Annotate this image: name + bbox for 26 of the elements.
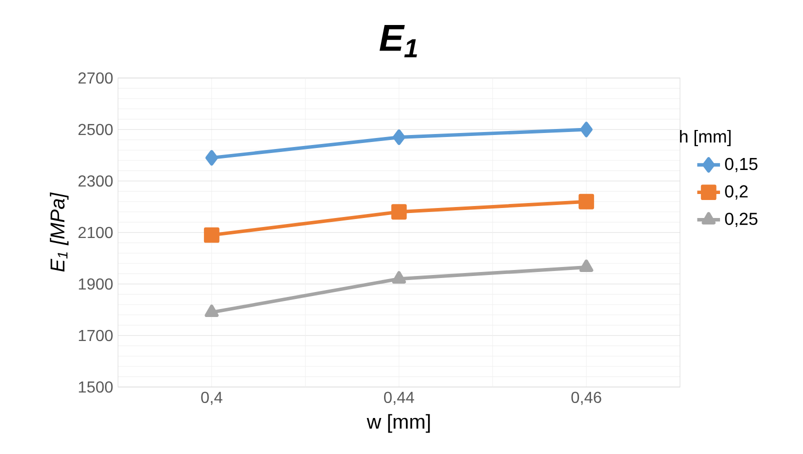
point bbox=[391, 204, 407, 220]
legend-label: 0,25 bbox=[725, 212, 758, 228]
point bbox=[578, 194, 594, 210]
y-tick-label: 2500 bbox=[78, 124, 113, 136]
point bbox=[204, 227, 220, 243]
point bbox=[392, 271, 406, 284]
x-tick-label: 0,4 bbox=[201, 392, 222, 405]
point bbox=[204, 304, 219, 318]
y-tick-label: 1500 bbox=[78, 381, 113, 393]
y-tick-label: 2700 bbox=[78, 72, 113, 84]
legend-title: h [mm] bbox=[680, 130, 731, 146]
legend-label: 0,2 bbox=[725, 185, 748, 200]
x-tick-label: 0,46 bbox=[571, 392, 602, 405]
x-tick-label: 0,44 bbox=[384, 392, 414, 405]
point bbox=[392, 129, 406, 145]
legend-label: 0,15 bbox=[725, 158, 758, 172]
chart-title: E$_{1}$ bbox=[380, 25, 417, 58]
y-tick-label: 1900 bbox=[78, 278, 113, 290]
y-tick-label: 1700 bbox=[78, 330, 113, 342]
point bbox=[205, 150, 218, 166]
y-axis-title: E$_{1}$ [MPa] bbox=[50, 192, 69, 272]
y-tick-label: 2100 bbox=[78, 226, 113, 238]
y-tick-label: 2300 bbox=[78, 175, 113, 187]
x-axis-title: w [mm] bbox=[366, 414, 430, 433]
point bbox=[580, 122, 593, 138]
point bbox=[579, 260, 594, 272]
